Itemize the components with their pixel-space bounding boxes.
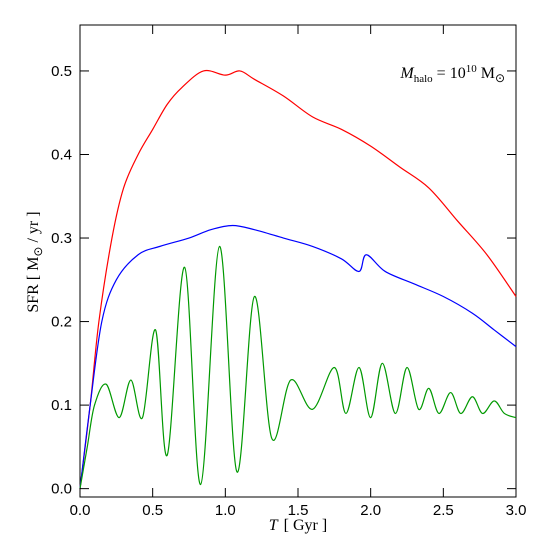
annotation-subscript: halo — [414, 73, 433, 85]
x-tick-label: 2.5 — [433, 502, 454, 519]
series-line — [79, 69, 517, 489]
annotation: Mhalo = 1010 M⊙ — [399, 63, 505, 85]
annotation-equals: = 10 — [437, 65, 466, 82]
y-tick-label: 0.2 — [51, 314, 72, 331]
y-tick-label: 0.4 — [51, 146, 72, 163]
series-line — [79, 224, 517, 489]
y-label-text: SFR [ M — [25, 257, 42, 313]
y-axis-label: SFR [ M⊙ / yr ] — [25, 211, 45, 312]
x-tick-label: 3.0 — [506, 502, 527, 519]
plot-frame — [79, 24, 517, 498]
lines — [79, 69, 517, 489]
x-tick-label: 0.0 — [70, 502, 91, 519]
y-label-unit: / yr ] — [25, 211, 42, 242]
y-tick-label: 0.1 — [51, 397, 72, 414]
y-tick-label: 0.0 — [51, 481, 72, 498]
y-tick-label: 0.5 — [51, 63, 72, 80]
x-tick-label: 2.0 — [360, 502, 381, 519]
y-tick-label: 0.3 — [51, 230, 72, 247]
x-label-unit: [ Gyr ] — [284, 517, 328, 534]
x-tick-label: 1.5 — [288, 502, 309, 519]
x-axis-label: T [ Gyr ] — [269, 517, 327, 534]
annotation-exponent: 10 — [466, 63, 478, 75]
series-line — [79, 245, 517, 489]
y-label-subscript: ⊙ — [31, 247, 45, 257]
annotation-symbol: M — [399, 65, 415, 82]
x-label-symbol: T — [269, 517, 279, 534]
x-tick-label: 0.5 — [142, 502, 163, 519]
annotation-unit-subscript: ⊙ — [495, 71, 505, 85]
x-tick-label: 1.0 — [215, 502, 236, 519]
annotation-unit: M — [481, 65, 495, 82]
